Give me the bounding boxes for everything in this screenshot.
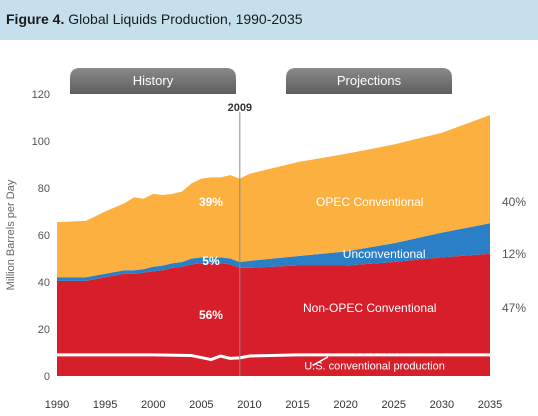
x-tick-label: 2000 [141, 399, 165, 411]
x-tick-label: 2025 [382, 399, 406, 411]
share-label-2035: 40% [502, 195, 526, 209]
area-label: 56% [199, 308, 223, 322]
area-label: 39% [199, 195, 223, 209]
x-tick-label: 2035 [478, 399, 502, 411]
share-label-2035: 12% [502, 247, 526, 261]
area-opec-conventional [57, 115, 490, 278]
x-tick-label: 1990 [45, 399, 69, 411]
us-conventional-production-line [57, 353, 490, 362]
y-tick-label: 20 [38, 324, 50, 336]
projections-banner-label: Projections [337, 73, 402, 88]
y-tick-label: 60 [38, 230, 50, 242]
history-banner [70, 68, 236, 94]
y-axis-label: Million Barrels per Day [5, 179, 17, 290]
area-label: OPEC Conventional [316, 195, 423, 209]
x-tick-label: 2015 [285, 399, 309, 411]
area-label: 5% [202, 254, 220, 268]
y-tick-label: 0 [44, 371, 50, 383]
y-tick-label: 80 [38, 183, 50, 195]
y-tick-label: 100 [32, 136, 50, 148]
us-label-pointer [312, 356, 329, 367]
x-tick-label: 2020 [333, 399, 357, 411]
us-conventional-label: U.S. conventional production [304, 360, 445, 372]
y-tick-label: 40 [38, 277, 50, 289]
history-banner-label: History [133, 73, 174, 88]
figure-number: Figure 4. [6, 11, 65, 27]
area-unconventional [57, 223, 490, 281]
marker-2009-label: 2009 [228, 102, 252, 114]
area-label: Non-OPEC Conventional [303, 301, 436, 315]
area-non-opec-conventional [57, 253, 490, 376]
x-tick-label: 1995 [93, 399, 117, 411]
share-label-2035: 47% [502, 301, 526, 315]
x-tick-label: 2005 [189, 399, 213, 411]
figure-title: Figure 4. Global Liquids Production, 199… [6, 11, 303, 27]
area-label: Unconventional [343, 247, 426, 261]
figure-title-text: Global Liquids Production, 1990-2035 [68, 11, 303, 27]
y-tick-label: 120 [32, 89, 50, 101]
projections-banner [286, 68, 452, 94]
x-tick-label: 2010 [237, 399, 261, 411]
figure-header: Figure 4. Global Liquids Production, 199… [0, 0, 538, 40]
x-tick-label: 2030 [430, 399, 454, 411]
